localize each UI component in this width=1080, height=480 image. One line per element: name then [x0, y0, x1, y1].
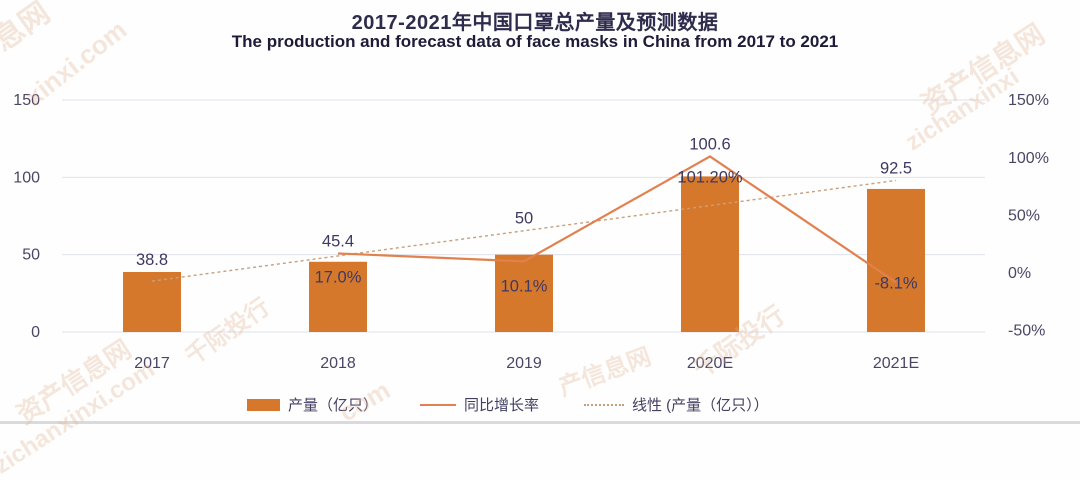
legend-item-production[interactable]: 产量（亿只） — [247, 394, 378, 415]
growth-rate-label: 101.20% — [677, 168, 742, 186]
bar-2021E[interactable] — [867, 188, 925, 332]
x-axis-label: 2017 — [134, 355, 170, 372]
right-axis-tick: -50% — [1008, 323, 1045, 340]
growth-rate-label: 10.1% — [501, 277, 548, 295]
bar-2019[interactable] — [495, 254, 553, 332]
growth-rate-label: -8.1% — [874, 274, 917, 292]
right-axis-tick: 100% — [1008, 150, 1049, 167]
bottom-edge-divider — [0, 421, 1080, 424]
right-axis-tick: 50% — [1008, 207, 1040, 224]
bar-value-label: 50 — [515, 210, 533, 228]
x-axis-label: 2018 — [320, 355, 356, 372]
legend-item-growth-rate[interactable]: 同比增长率 — [420, 394, 539, 415]
legend-label-linear-trend: 线性 (产量（亿只）） — [632, 397, 769, 414]
left-axis-tick: 150 — [13, 92, 40, 109]
growth-rate-line — [337, 155, 897, 284]
left-axis-tick: 100 — [13, 169, 40, 186]
bar-2017[interactable] — [123, 271, 181, 332]
right-axis-tick: 150% — [1008, 92, 1049, 109]
legend-label-growth-rate: 同比增长率 — [464, 397, 540, 414]
bar-2020E[interactable] — [681, 176, 739, 332]
chart-title: 2017-2021年中国口罩总产量及预测数据 — [351, 12, 719, 34]
bar-value-label: 92.5 — [880, 159, 912, 177]
chart-subtitle: The production and forecast data of face… — [231, 32, 839, 51]
left-axis-tick: 0 — [31, 324, 40, 341]
bar-2018[interactable] — [309, 261, 367, 332]
x-axis-label: 2020E — [687, 355, 733, 372]
legend-item-linear-trend[interactable]: 线性 (产量（亿只）） — [584, 394, 769, 415]
legend: 产量（亿只） 同比增长率 线性 (产量（亿只）） — [0, 394, 1080, 416]
x-axis-label: 2019 — [506, 355, 542, 372]
bar-value-label: 100.6 — [689, 135, 730, 153]
line-series-swatch-icon — [420, 403, 456, 406]
growth-rate-label: 17.0% — [315, 268, 362, 286]
bar-series-swatch-icon — [247, 398, 280, 411]
right-axis-tick: 0% — [1008, 265, 1031, 282]
legend-label-production: 产量（亿只） — [288, 397, 379, 414]
left-axis-tick: 50 — [22, 247, 40, 264]
x-axis-label: 2021E — [873, 355, 919, 372]
trendline-swatch-icon — [584, 403, 624, 406]
bar-value-label: 45.4 — [322, 232, 354, 250]
bar-value-label: 38.8 — [136, 251, 168, 269]
chart-plot-area: 150 100 50 0 150% 100% 50% 0% -50% 2017 2018 2019 20… — [13, 92, 1049, 372]
